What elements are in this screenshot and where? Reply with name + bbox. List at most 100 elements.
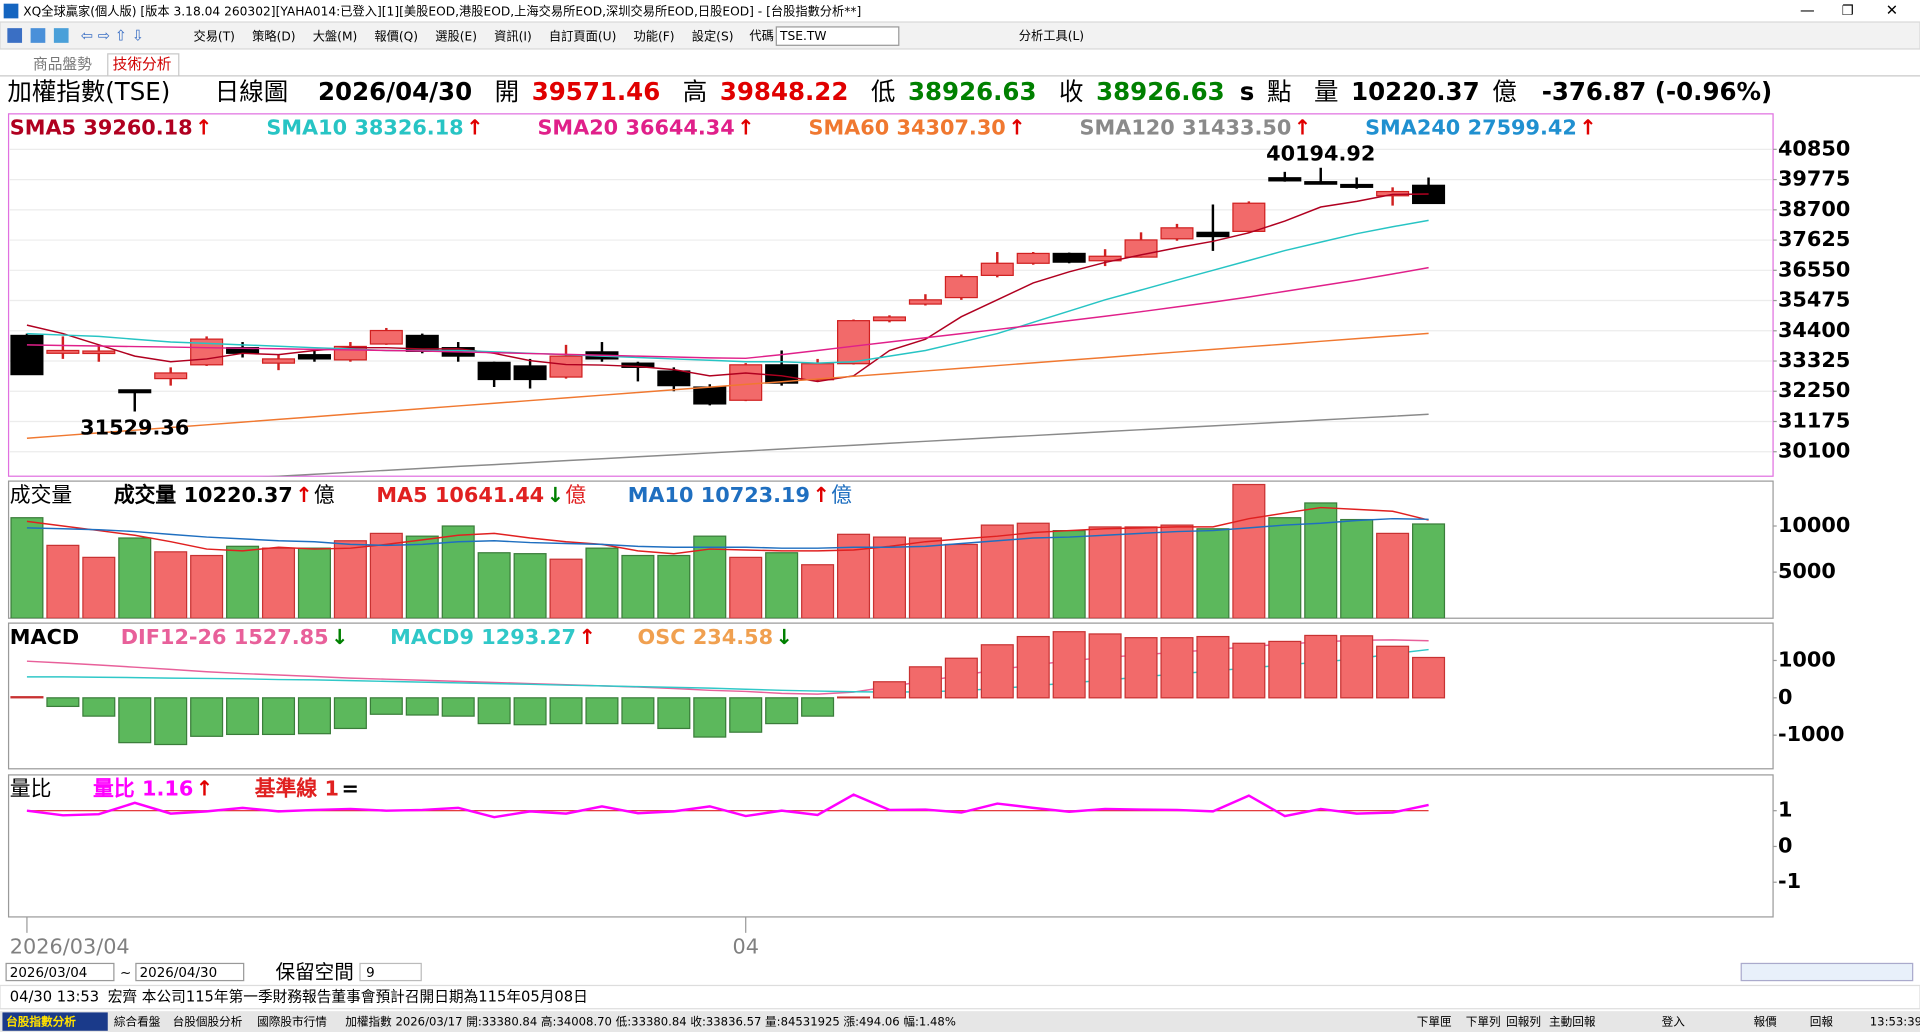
menu-item[interactable]: 資訊(I) bbox=[494, 28, 532, 43]
task-button[interactable]: 登入 bbox=[1662, 1015, 1686, 1029]
bar bbox=[118, 537, 152, 619]
candle-body bbox=[1052, 252, 1086, 263]
legend-trend: ↑ bbox=[195, 116, 212, 140]
bar bbox=[1124, 637, 1158, 699]
candle-body bbox=[1304, 181, 1338, 185]
bar bbox=[1196, 528, 1230, 619]
bar bbox=[872, 536, 907, 619]
bar bbox=[729, 697, 763, 733]
legend-trend: ↑ bbox=[812, 483, 829, 507]
active-task[interactable] bbox=[2, 1012, 108, 1031]
legend-name: MACD9 bbox=[390, 625, 474, 649]
menu-item[interactable]: 設定(S) bbox=[692, 28, 734, 43]
toolbar-icon[interactable] bbox=[7, 28, 23, 43]
candle-body bbox=[118, 389, 152, 394]
bar bbox=[729, 556, 763, 619]
series-line bbox=[26, 506, 1429, 555]
minimize-button[interactable]: — bbox=[1800, 2, 1815, 19]
start-date-input[interactable] bbox=[5, 962, 115, 982]
taskbar-items: 台股指數分析 綜合看盤 台股個股分析 國際股市行情 下單匣 下單列 回報列 主動回報 登入 報價 回… bbox=[6, 1015, 1833, 1029]
bar bbox=[333, 540, 367, 619]
legend-trend: ↑ bbox=[1294, 116, 1311, 140]
menu-item[interactable]: 自訂頁面(U) bbox=[549, 28, 616, 43]
bar bbox=[1160, 524, 1194, 619]
task-button[interactable]: 回報列 bbox=[1506, 1015, 1541, 1029]
candle-body bbox=[908, 299, 942, 305]
task-tab[interactable]: 台股指數分析 bbox=[6, 1015, 76, 1029]
candle-body bbox=[46, 349, 80, 354]
end-date-input[interactable] bbox=[135, 962, 245, 982]
task-button[interactable]: 下單列 bbox=[1466, 1015, 1501, 1029]
candle-body bbox=[1268, 177, 1302, 182]
series-line bbox=[26, 332, 1429, 439]
bar bbox=[836, 696, 871, 699]
toolbar-icon[interactable] bbox=[53, 28, 69, 43]
y-tick-label: 40850 bbox=[1778, 136, 1850, 160]
chart-tools[interactable] bbox=[1740, 962, 1914, 982]
bar bbox=[801, 564, 835, 619]
task-button[interactable]: 下單匣 bbox=[1417, 1015, 1452, 1029]
tab[interactable]: 商品盤勢 bbox=[33, 56, 92, 73]
menu-item[interactable]: 大盤(M) bbox=[313, 29, 358, 43]
series-line bbox=[26, 517, 1429, 549]
toolbar bbox=[0, 21, 1920, 50]
legend-value: 36644.34 bbox=[626, 116, 735, 140]
bar bbox=[10, 517, 44, 619]
reserve-input[interactable] bbox=[359, 962, 422, 982]
task-button[interactable]: 回報 bbox=[1810, 1015, 1834, 1029]
end-date: 2026/04/30 bbox=[140, 966, 218, 981]
y-tick-label: 0 bbox=[1778, 833, 1792, 857]
task-tab[interactable]: 綜合看盤 bbox=[114, 1015, 161, 1029]
analysis-menu[interactable]: 分析工具(L) bbox=[1019, 29, 1084, 43]
y-tick-label: 1000 bbox=[1778, 647, 1836, 671]
series-line bbox=[26, 639, 1429, 695]
bar bbox=[1124, 526, 1158, 619]
start-date: 2026/03/04 bbox=[10, 966, 88, 981]
legend-value: 34307.30 bbox=[897, 116, 1006, 140]
bar bbox=[82, 556, 116, 619]
bar bbox=[297, 697, 331, 735]
task-tab[interactable]: 台股個股分析 bbox=[173, 1015, 243, 1029]
y-tick-label: 31175 bbox=[1778, 409, 1850, 433]
menu-item[interactable]: 交易(T) bbox=[193, 28, 235, 43]
menu-item[interactable]: 報價(Q) bbox=[374, 29, 418, 43]
bar bbox=[190, 697, 224, 737]
y-tick-label: 37625 bbox=[1778, 227, 1850, 251]
menu-item[interactable]: 選股(E) bbox=[435, 29, 477, 43]
candle-body bbox=[729, 364, 763, 401]
close-button[interactable]: ✕ bbox=[1886, 2, 1898, 19]
task-button[interactable]: 主動回報 bbox=[1549, 1015, 1596, 1029]
plot bbox=[26, 793, 1429, 819]
menu-item[interactable]: 功能(F) bbox=[634, 29, 675, 43]
task-button[interactable]: 報價 bbox=[1753, 1015, 1777, 1029]
bar bbox=[477, 697, 511, 725]
bar bbox=[405, 697, 439, 716]
candle-body bbox=[1160, 227, 1194, 240]
bar bbox=[1052, 631, 1086, 699]
series-line bbox=[26, 648, 1429, 693]
candle-body bbox=[872, 316, 907, 322]
panel-title: 成交量 bbox=[10, 483, 72, 507]
toolbar-icon[interactable] bbox=[30, 28, 46, 43]
legend-name: SMA10 bbox=[266, 116, 347, 140]
bar bbox=[1232, 483, 1266, 619]
bar bbox=[801, 697, 835, 717]
maximize-button[interactable]: ❐ bbox=[1842, 4, 1854, 19]
symbol-input[interactable] bbox=[775, 26, 900, 46]
y-tick-label: 33325 bbox=[1778, 348, 1850, 372]
bar bbox=[621, 697, 655, 725]
bar bbox=[872, 681, 907, 699]
tab[interactable]: 技術分析 bbox=[113, 56, 172, 73]
high-label: 高 bbox=[683, 77, 707, 106]
task-tab[interactable]: 國際股市行情 bbox=[257, 1015, 327, 1029]
active-tab[interactable] bbox=[107, 53, 180, 77]
candle-body bbox=[801, 363, 835, 381]
menu-item[interactable]: 策略(D) bbox=[252, 28, 295, 43]
bar bbox=[261, 697, 296, 736]
news-text[interactable]: 宏齊 本公司115年第一季財務報告董事會預計召開日期為115年05月08日 bbox=[108, 988, 588, 1006]
legend-trend: = bbox=[341, 777, 358, 801]
quote-header: 加權指數(TSE) 日線圖 2026/04/30 開 39571.46 高 39… bbox=[7, 77, 1772, 106]
bar bbox=[549, 697, 583, 725]
bar bbox=[1340, 518, 1374, 619]
back-button[interactable]: ⇦ ⇨ ⇧ ⇩ bbox=[81, 28, 144, 45]
